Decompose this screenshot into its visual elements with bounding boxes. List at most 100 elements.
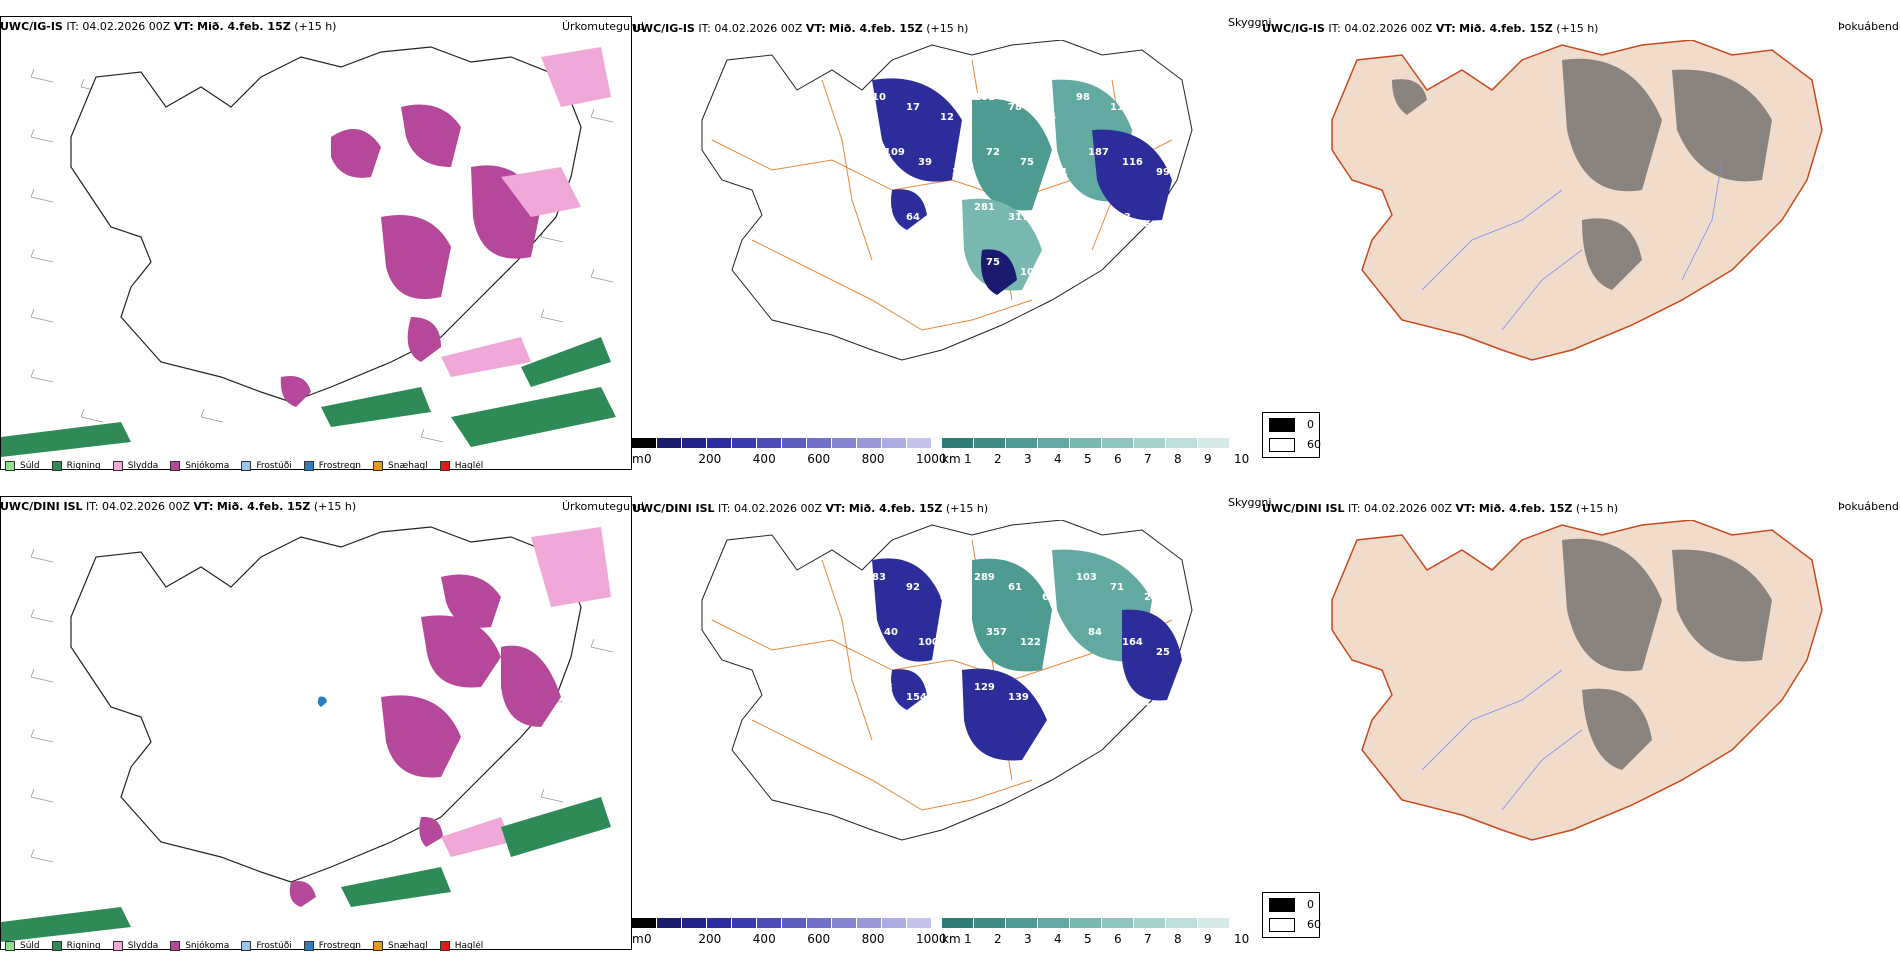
visibility-areas — [872, 78, 1172, 295]
visibility-value-label: 133 — [1110, 212, 1131, 223]
legend-label: Frostregn — [318, 461, 362, 471]
rain-areas — [1, 337, 616, 457]
panel-type-label: Þokuábendi — [1838, 500, 1900, 513]
visibility-value-label: 39 — [918, 157, 932, 168]
legend-label: Snjókoma — [185, 941, 230, 951]
visibility-value-label: 72 — [986, 147, 1000, 158]
colorbar-tick: 400 — [752, 452, 776, 466]
colorbar-segment — [757, 438, 782, 448]
precip-map-frame: Súld Rigning Slydda Snjókoma Frostúði Frostre… — [0, 496, 632, 951]
colorbar-tick: 5 — [1084, 452, 1092, 466]
legend-item: Súld — [5, 461, 40, 471]
colorbar-segment — [1038, 438, 1070, 448]
visibility-value-label: 91 — [1054, 647, 1068, 658]
panel-title: UWC/DINI ISL IT: 04.02.2026 00Z VT: Mið.… — [632, 502, 989, 515]
colorbar-segment — [1102, 438, 1134, 448]
fog-swatch-high — [1269, 418, 1295, 432]
visibility-value-label: 10 — [872, 92, 886, 103]
row-ig-is: Súld Rigning Slydda Snjókoma Frostúði Frostre… — [0, 0, 1900, 475]
visibility-value-label: 113 — [872, 682, 893, 693]
visibility-value-label: 75 — [986, 257, 1000, 268]
visibility-value-label: 92 — [906, 582, 920, 593]
colorbar-tick: 4 — [1054, 932, 1062, 946]
colorbar-tick: 9 — [1204, 452, 1212, 466]
legend-item: Snæhagl — [373, 461, 428, 471]
colorbar-tick: 4 — [1054, 452, 1062, 466]
colorbar-tick: 0 — [644, 452, 652, 466]
legend-label: Haglél — [454, 941, 484, 951]
visibility-value-label: 387 — [1122, 267, 1143, 278]
colorbar-segment — [732, 438, 757, 448]
snow-areas — [280, 104, 541, 407]
height-unit: m — [632, 932, 644, 946]
visibility-value-label: 101 — [974, 92, 995, 103]
visibility-value-label: 76 — [952, 647, 966, 658]
precip-map — [1, 526, 614, 942]
colorbar-tick: 3 — [1024, 452, 1032, 466]
visibility-value-label: 187 — [1088, 147, 1109, 158]
legend-label: Haglél — [454, 461, 484, 471]
fog-low-label: 60 — [1307, 918, 1321, 931]
precip-legend: Súld Rigning Slydda Snjókoma Frostúði Frostre… — [5, 457, 483, 475]
panel-precip-type-dini: Súld Rigning Slydda Snjókoma Frostúði Frostre… — [0, 480, 644, 951]
visibility-value-label: 100 — [1020, 267, 1041, 278]
colorbar-tick: 200 — [698, 932, 722, 946]
colorbar-segment — [942, 438, 974, 448]
panel-precip-type-ig-is: Súld Rigning Slydda Snjókoma Frostúði Frostre… — [0, 0, 644, 471]
legend-item: Slydda — [112, 461, 158, 471]
legend-label: Súld — [20, 461, 40, 471]
height-unit: m — [632, 452, 644, 466]
colorbar-segment — [1166, 918, 1198, 928]
colorbar-tick: 3 — [1024, 932, 1032, 946]
visibility-value-label: 427 — [1076, 202, 1097, 213]
legend-label: Súld — [20, 941, 40, 951]
colorbar-segment — [974, 438, 1006, 448]
visibility-value-label: 12 — [940, 112, 954, 123]
fog-low-label: 60 — [1307, 438, 1321, 451]
colorbar-tick: 10 — [1234, 932, 1250, 946]
fog-shading — [1392, 58, 1772, 290]
legend-swatch — [303, 461, 314, 471]
colorbar-segment — [682, 918, 707, 928]
colorbar-tick: 2 — [994, 932, 1002, 946]
legend-label: Frostúði — [256, 941, 292, 951]
colorbar-segment — [832, 918, 857, 928]
colorbar-tick: 1000 — [916, 932, 947, 946]
visibility-value-label: 75 — [1088, 257, 1102, 268]
visibility-value-label: 357 — [986, 627, 1007, 638]
row-dini-isl: Súld Rigning Slydda Snjókoma Frostúði Frostre… — [0, 480, 1900, 955]
colorbar-segment — [1006, 918, 1038, 928]
km-unit: km — [942, 932, 961, 946]
colorbar-tick: 1 — [964, 452, 972, 466]
visibility-value-label: 17 — [906, 102, 920, 113]
visibility-value-label: 164 — [1122, 637, 1143, 648]
colorbar-tick: 9 — [1204, 932, 1212, 946]
colorbar-segment — [807, 438, 832, 448]
colorbar-segment — [882, 438, 907, 448]
panel-type-label: Þokuábendi — [1838, 20, 1900, 33]
freezing-rain-area — [317, 696, 327, 707]
legend-label: Slydda — [127, 941, 159, 951]
legend-item: Rigning — [51, 461, 101, 471]
visibility-value-label: 139 — [1008, 692, 1029, 703]
visibility-value-label: 145 — [884, 257, 905, 268]
colorbar-tick: 5 — [1084, 932, 1092, 946]
visibility-value-label: 99 — [1156, 167, 1170, 178]
panel-type-label: Úrkomutegund — [562, 500, 644, 513]
visibility-value-label: 180 — [952, 277, 973, 288]
colorbar-segment — [832, 438, 857, 448]
colorbar-segment — [657, 918, 682, 928]
colorbar-tick: 7 — [1144, 452, 1152, 466]
visibility-value-label: 264 — [1144, 592, 1165, 603]
precip-map-frame: Súld Rigning Slydda Snjókoma Frostúði Frostre… — [0, 16, 632, 471]
panel-title: UWC/IG-IS IT: 04.02.2026 00Z VT: Mið. 4.… — [1262, 22, 1599, 35]
colorbar-tick: 400 — [752, 932, 776, 946]
visibility-value-label: 103 — [1076, 572, 1097, 583]
visibility-value-label: 71 — [1110, 582, 1124, 593]
fog-swatch-low — [1269, 918, 1295, 932]
colorbar-tick: 600 — [807, 452, 831, 466]
legend-item: Frostúði — [241, 461, 292, 471]
visibility-value-label: 289 — [974, 572, 995, 583]
legend-label: Rigning — [66, 461, 101, 471]
visibility-value-label: 122 — [1020, 637, 1041, 648]
